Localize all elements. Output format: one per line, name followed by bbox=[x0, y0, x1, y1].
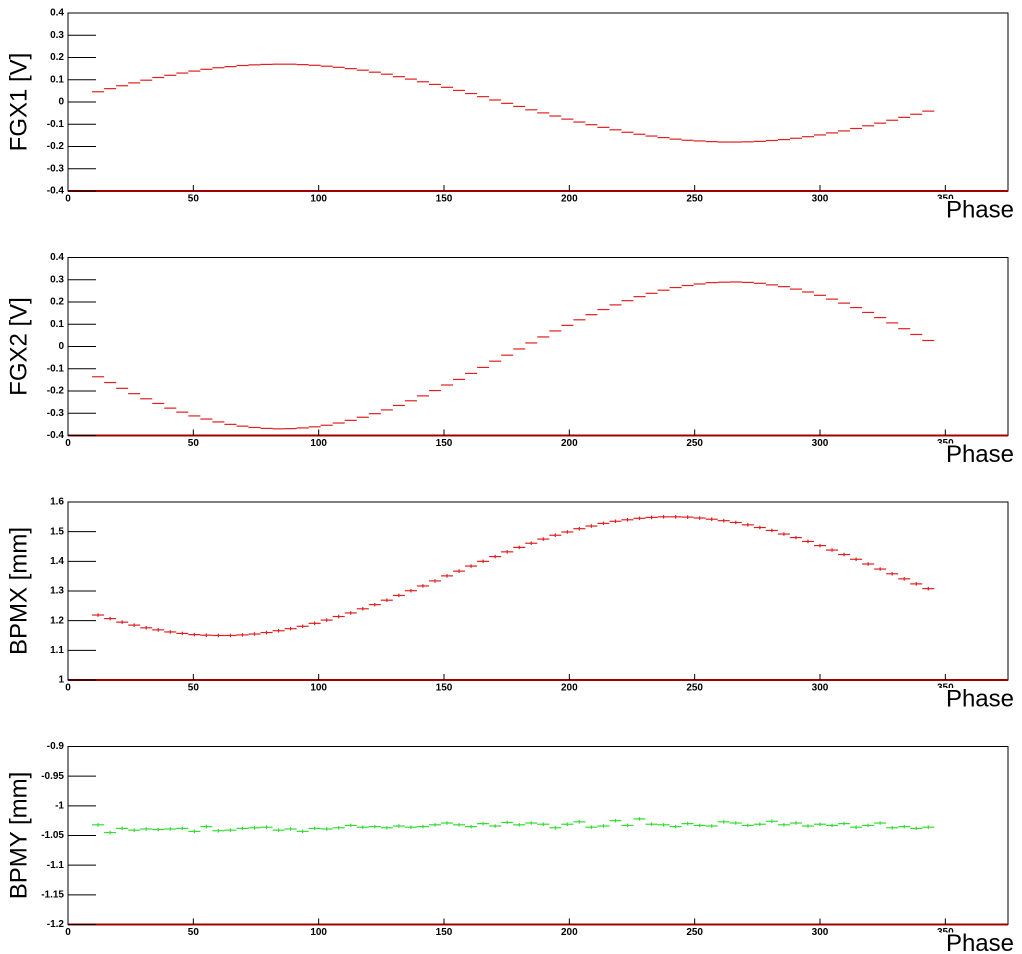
y-tick-label: 1.6 bbox=[50, 497, 64, 508]
y-axis-title: FGX2 [V] bbox=[5, 297, 32, 396]
x-tick-label: 150 bbox=[436, 683, 453, 694]
x-axis-title: Phase bbox=[946, 685, 1014, 712]
y-tick-label: -0.95 bbox=[41, 771, 64, 782]
y-tick-label: 1.4 bbox=[50, 556, 64, 567]
x-tick-label: 0 bbox=[65, 194, 71, 205]
y-axis-title: BPMY [mm] bbox=[5, 772, 32, 900]
x-tick-label: 200 bbox=[561, 438, 578, 449]
y-tick-label: -0.1 bbox=[47, 363, 65, 374]
x-tick-label: 300 bbox=[812, 683, 829, 694]
y-tick-label: 1.5 bbox=[50, 526, 64, 537]
y-tick-label: 1.2 bbox=[50, 615, 64, 626]
x-tick-label: 0 bbox=[65, 927, 71, 938]
x-tick-label: 300 bbox=[812, 438, 829, 449]
y-tick-label: 0.1 bbox=[50, 74, 64, 85]
y-tick-label: 0 bbox=[58, 341, 64, 352]
x-tick-label: 100 bbox=[310, 438, 327, 449]
y-tick-label: 0.2 bbox=[50, 52, 64, 63]
y-tick-label: -0.3 bbox=[47, 408, 65, 419]
label-backdrop bbox=[930, 688, 1015, 714]
y-tick-label: 0.4 bbox=[50, 8, 64, 19]
y-tick-label: 0.3 bbox=[50, 30, 64, 41]
y-tick-label: -1.1 bbox=[47, 860, 65, 871]
y-axis-title: BPMX [mm] bbox=[5, 527, 32, 655]
x-tick-label: 250 bbox=[686, 683, 703, 694]
x-tick-label: 50 bbox=[188, 438, 200, 449]
x-tick-label: 250 bbox=[686, 194, 703, 205]
y-tick-label: -1 bbox=[55, 800, 64, 811]
y-tick-label: -0.2 bbox=[47, 386, 65, 397]
x-tick-label: 150 bbox=[436, 194, 453, 205]
y-tick-label: 1 bbox=[58, 675, 64, 686]
y-tick-label: -0.9 bbox=[47, 741, 65, 752]
x-axis-title: Phase bbox=[946, 930, 1014, 954]
y-tick-label: -0.2 bbox=[47, 141, 65, 152]
label-backdrop bbox=[930, 199, 1015, 225]
x-tick-label: 100 bbox=[310, 683, 327, 694]
plot-frame bbox=[67, 12, 1009, 192]
x-tick-label: 100 bbox=[310, 194, 327, 205]
x-tick-label: 0 bbox=[65, 683, 71, 694]
y-tick-label: -1.2 bbox=[47, 919, 65, 930]
y-axis-title: FGX1 [V] bbox=[5, 53, 32, 152]
y-tick-label: 1.1 bbox=[50, 645, 64, 656]
x-tick-label: 150 bbox=[436, 438, 453, 449]
label-backdrop bbox=[930, 932, 1015, 954]
y-tick-label: -0.3 bbox=[47, 163, 65, 174]
x-tick-label: 150 bbox=[436, 927, 453, 938]
x-tick-label: 0 bbox=[65, 438, 71, 449]
x-tick-label: 50 bbox=[188, 927, 200, 938]
x-tick-label: 300 bbox=[812, 194, 829, 205]
x-tick-label: 50 bbox=[188, 683, 200, 694]
x-tick-label: 200 bbox=[561, 927, 578, 938]
plot-frame bbox=[67, 501, 1009, 681]
y-tick-label: -0.4 bbox=[47, 430, 65, 441]
y-tick-label: -1.05 bbox=[41, 830, 64, 841]
label-backdrop bbox=[930, 443, 1015, 470]
x-tick-label: 300 bbox=[812, 927, 829, 938]
x-tick-label: 250 bbox=[686, 438, 703, 449]
y-tick-label: 0.4 bbox=[50, 252, 64, 263]
x-tick-label: 250 bbox=[686, 927, 703, 938]
y-tick-label: -0.4 bbox=[47, 186, 65, 197]
x-tick-label: 200 bbox=[561, 194, 578, 205]
plot-frame bbox=[67, 746, 1009, 925]
y-tick-label: 0.2 bbox=[50, 297, 64, 308]
y-tick-label: 0.1 bbox=[50, 319, 64, 330]
y-tick-label: -1.15 bbox=[41, 889, 64, 900]
y-tick-label: 0.3 bbox=[50, 274, 64, 285]
x-tick-label: 200 bbox=[561, 683, 578, 694]
y-tick-label: 1.3 bbox=[50, 586, 64, 597]
x-axis-title: Phase bbox=[946, 196, 1014, 223]
x-tick-label: 50 bbox=[188, 194, 200, 205]
y-tick-label: -0.1 bbox=[47, 119, 65, 130]
x-axis-title: Phase bbox=[946, 441, 1014, 468]
y-tick-label: 0 bbox=[58, 97, 64, 108]
plot-frame bbox=[67, 257, 1009, 436]
x-tick-label: 100 bbox=[310, 927, 327, 938]
